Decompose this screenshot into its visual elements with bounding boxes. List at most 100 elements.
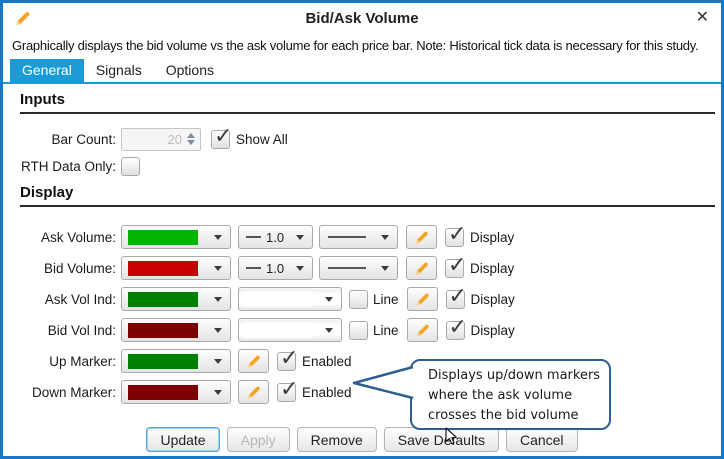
checkmark-icon: ✓ xyxy=(448,251,467,277)
checkmark-icon: ✓ xyxy=(280,344,299,370)
update-button[interactable]: Update xyxy=(146,427,220,452)
bid-vol-ind-edit-button[interactable] xyxy=(406,318,438,342)
down-marker-color-dropdown[interactable] xyxy=(121,380,231,404)
bid-volume-color-dropdown[interactable] xyxy=(121,256,231,280)
line-style-sample xyxy=(328,236,366,238)
ask-volume-row: Ask Volume: 1.0 ✓ Display xyxy=(3,221,721,253)
display-section: Ask Volume: 1.0 ✓ Display Bid Volume: xyxy=(3,221,721,408)
chevron-down-icon xyxy=(214,265,222,271)
chevron-down-icon xyxy=(381,234,389,240)
ask-volume-color-dropdown[interactable] xyxy=(121,225,231,249)
checkmark-icon: ✓ xyxy=(448,282,467,308)
up-marker-label: Up Marker: xyxy=(49,353,116,369)
pencil-icon xyxy=(16,11,30,25)
ask-volume-line-style-dropdown[interactable] xyxy=(319,225,398,249)
display-checkbox-label: Display xyxy=(470,322,515,338)
tab-options[interactable]: Options xyxy=(165,61,214,78)
remove-button[interactable]: Remove xyxy=(296,427,377,452)
mouse-cursor-icon xyxy=(445,427,457,445)
bid-vol-ind-label: Bid Vol Ind: xyxy=(47,322,116,338)
tab-general[interactable]: General xyxy=(10,58,84,82)
color-swatch xyxy=(128,322,198,338)
chevron-down-icon xyxy=(325,296,333,302)
line-width-value: 1.0 xyxy=(266,260,285,276)
apply-button[interactable]: Apply xyxy=(226,427,290,452)
ask-vol-ind-edit-button[interactable] xyxy=(406,287,438,311)
tab-signals[interactable]: Signals xyxy=(95,61,142,78)
bid-volume-line-width-dropdown[interactable]: 1.0 xyxy=(238,256,313,280)
down-marker-row: Down Marker: ✓ Enabled xyxy=(3,376,721,408)
up-marker-edit-button[interactable] xyxy=(238,349,269,373)
rth-data-only-checkbox[interactable]: ✓ xyxy=(121,156,140,176)
color-swatch xyxy=(128,260,198,276)
pencil-icon xyxy=(247,355,260,367)
tooltip-line: crosses the bid volume xyxy=(428,408,579,423)
chevron-down-icon xyxy=(214,358,222,364)
ask-vol-ind-display-checkbox[interactable]: ✓ xyxy=(445,283,467,309)
ask-volume-label: Ask Volume: xyxy=(40,229,116,245)
bid-volume-label: Bid Volume: xyxy=(43,260,116,276)
line-width-sample xyxy=(246,236,261,238)
rth-data-only-label: RTH Data Only: xyxy=(20,158,116,174)
enabled-checkbox-label: Enabled xyxy=(302,353,352,369)
bid-volume-line-style-dropdown[interactable] xyxy=(319,256,398,280)
bar-count-row: Bar Count: 20 ✓ Show All xyxy=(3,123,721,153)
chevron-down-icon xyxy=(296,265,304,271)
bar-count-stepper[interactable]: 20 xyxy=(121,127,201,151)
down-marker-enabled-checkbox[interactable]: ✓ xyxy=(277,376,298,402)
chevron-down-icon xyxy=(214,296,222,302)
color-swatch xyxy=(128,291,198,307)
color-swatch xyxy=(128,384,198,400)
checkmark-icon: ✓ xyxy=(448,313,467,339)
chevron-down-icon xyxy=(214,234,222,240)
ask-volume-line-width-dropdown[interactable]: 1.0 xyxy=(238,225,313,249)
save-defaults-button[interactable]: Save Defaults xyxy=(383,427,499,452)
ask-vol-ind-line-checkbox[interactable]: ✓ xyxy=(349,289,368,309)
chevron-down-icon xyxy=(296,234,304,240)
ask-vol-ind-marker-dropdown[interactable] xyxy=(238,287,342,311)
stepper-arrows-icon[interactable] xyxy=(187,133,195,145)
show-all-checkbox[interactable]: ✓ xyxy=(211,123,232,149)
display-checkbox-label: Display xyxy=(470,291,515,307)
inputs-section-heading: Inputs xyxy=(20,91,715,114)
tab-strip: General Signals Options xyxy=(3,58,721,84)
bar-count-label: Bar Count: xyxy=(51,131,116,147)
dialog-button-row: Update Apply Remove Save Defaults Cancel xyxy=(3,427,721,452)
up-marker-row: Up Marker: ✓ Enabled xyxy=(3,345,721,377)
bid-vol-ind-line-checkbox[interactable]: ✓ xyxy=(349,320,368,340)
close-icon[interactable]: ✕ xyxy=(695,9,709,26)
down-marker-edit-button[interactable] xyxy=(238,380,269,404)
bar-count-value: 20 xyxy=(167,131,182,147)
up-marker-color-dropdown[interactable] xyxy=(121,349,231,373)
study-description: Graphically displays the bid volume vs t… xyxy=(12,38,699,53)
ask-volume-edit-button[interactable] xyxy=(406,225,437,249)
tooltip-tail xyxy=(352,365,414,400)
color-swatch xyxy=(128,229,198,245)
marker-style-sample xyxy=(245,291,313,307)
enabled-checkbox-label: Enabled xyxy=(302,384,352,400)
bid-vol-ind-color-dropdown[interactable] xyxy=(121,318,231,342)
bid-vol-ind-row: Bid Vol Ind: ✓ Line ✓ Display xyxy=(3,314,721,346)
bid-volume-edit-button[interactable] xyxy=(406,256,437,280)
line-width-value: 1.0 xyxy=(266,229,285,245)
ask-volume-display-checkbox[interactable]: ✓ xyxy=(445,221,466,247)
checkmark-icon: ✓ xyxy=(280,375,299,401)
cancel-button[interactable]: Cancel xyxy=(505,427,578,452)
line-checkbox-label: Line xyxy=(373,291,399,307)
display-checkbox-label: Display xyxy=(470,229,515,245)
up-marker-enabled-checkbox[interactable]: ✓ xyxy=(277,345,298,371)
show-all-label: Show All xyxy=(236,131,288,147)
bid-volume-display-checkbox[interactable]: ✓ xyxy=(445,252,466,278)
marker-style-sample xyxy=(245,322,313,338)
chevron-down-icon xyxy=(214,327,222,333)
bid-vol-ind-marker-dropdown[interactable] xyxy=(238,318,342,342)
ask-vol-ind-color-dropdown[interactable] xyxy=(121,287,231,311)
bid-vol-ind-display-checkbox[interactable]: ✓ xyxy=(445,314,467,340)
chevron-down-icon xyxy=(381,265,389,271)
pencil-icon xyxy=(247,386,260,398)
line-width-sample xyxy=(246,267,261,269)
ask-vol-ind-label: Ask Vol Ind: xyxy=(44,291,116,307)
pencil-icon xyxy=(416,324,429,336)
chevron-down-icon xyxy=(325,327,333,333)
